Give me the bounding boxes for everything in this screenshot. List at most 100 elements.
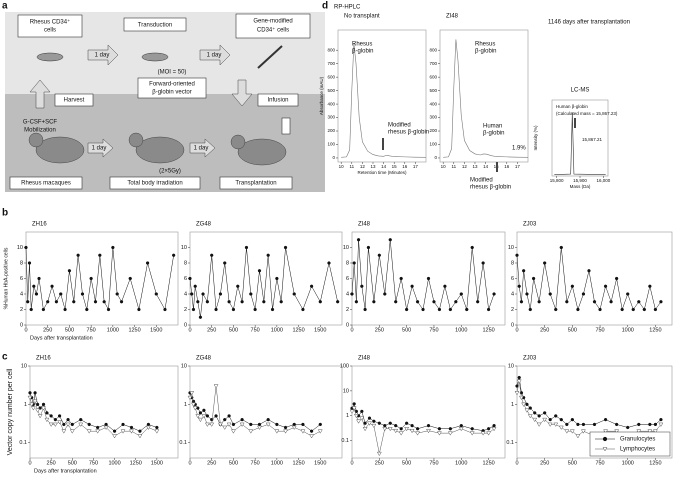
- marker: [222, 425, 228, 430]
- marker: [86, 429, 92, 434]
- y-tick-label: 400: [429, 101, 437, 106]
- x-tick-label: 500: [65, 327, 74, 333]
- marker: [155, 425, 159, 430]
- x-tick-label: 15,900: [573, 178, 587, 183]
- marker: [367, 421, 372, 426]
- series-line: [189, 392, 321, 432]
- marker: [262, 300, 266, 304]
- x-tick-label: 13: [370, 164, 376, 169]
- legend-marker: [602, 447, 608, 452]
- marker: [547, 422, 553, 427]
- marker: [648, 422, 652, 427]
- marker: [383, 292, 387, 296]
- y-tick-label: 0: [332, 155, 335, 160]
- step-text: Infusion: [267, 98, 288, 104]
- y-tick-label: 4: [20, 291, 23, 297]
- marker: [637, 300, 641, 304]
- x-axis-label: Retention time (Minutes): [357, 170, 407, 175]
- marker: [459, 423, 463, 428]
- marker: [448, 307, 453, 312]
- x-tick-label: 1500: [150, 327, 162, 333]
- x-tick-label: 750: [429, 327, 438, 333]
- y-tick-label: 200: [327, 128, 335, 133]
- x-tick-label: 15: [392, 164, 398, 169]
- y-tick-label: 10: [508, 245, 514, 251]
- chart-title: ZG48: [196, 222, 212, 228]
- x-axis-label: Days after transplantation: [34, 468, 97, 474]
- marker: [432, 300, 436, 304]
- marker: [598, 307, 602, 312]
- marker: [614, 276, 619, 281]
- marker: [129, 425, 134, 430]
- marker: [230, 429, 236, 434]
- x-tick-label: 0: [350, 327, 353, 333]
- step-box: [17, 14, 83, 38]
- marker: [636, 429, 642, 434]
- marker: [565, 300, 569, 304]
- marker: [393, 428, 399, 434]
- y-tick-label: 8: [20, 260, 23, 266]
- y-tick-label: 1: [184, 402, 187, 408]
- marker: [50, 284, 54, 288]
- marker: [103, 425, 109, 430]
- marker: [382, 426, 388, 432]
- x-tick-label: 500: [568, 460, 577, 466]
- animal: [230, 134, 246, 150]
- y-tick-label: 10: [181, 363, 187, 369]
- arrow: [29, 79, 51, 109]
- marker: [575, 434, 581, 439]
- marker: [491, 426, 497, 432]
- marker: [514, 391, 520, 396]
- y-tick-label: 4: [511, 291, 514, 297]
- x-tick-label: 750: [595, 460, 604, 466]
- y-tick-label: 600: [327, 74, 335, 79]
- annotation: (Calculated mass = 15,867.23): [556, 111, 618, 116]
- marker: [63, 307, 67, 312]
- step-box: [257, 93, 299, 107]
- step-text: Gene-modified: [253, 19, 292, 25]
- y-tick-label: 6: [184, 276, 187, 282]
- marker: [274, 429, 280, 434]
- y-tick-label: 1: [511, 402, 514, 408]
- x-tick-label: 250: [43, 327, 52, 333]
- marker: [527, 414, 533, 419]
- marker: [214, 414, 218, 418]
- marker: [352, 261, 356, 265]
- marker: [145, 261, 150, 265]
- marker: [78, 422, 84, 427]
- y-tick-label: 400: [327, 101, 335, 106]
- marker: [631, 307, 635, 312]
- marker: [191, 399, 196, 403]
- marker: [95, 429, 101, 434]
- step-text: β-globin vector: [152, 90, 191, 96]
- x-tick-label: 11: [451, 164, 456, 169]
- x-tick-label: 0: [515, 460, 518, 466]
- marker: [87, 422, 91, 427]
- y-tick-label: 700: [327, 61, 335, 66]
- marker: [543, 411, 547, 415]
- step-box: [123, 17, 187, 32]
- x-tick-label: 1000: [622, 327, 634, 333]
- marker: [244, 245, 249, 250]
- x-tick-label: 1250: [128, 327, 140, 333]
- y-tick-label: 0.1: [179, 440, 187, 446]
- marker: [111, 245, 115, 250]
- chart-title: LC-MS: [571, 88, 590, 94]
- marker: [603, 284, 608, 288]
- x-tick-label: 1250: [482, 460, 494, 466]
- marker: [41, 406, 46, 411]
- x-tick-label: 750: [595, 327, 604, 333]
- step-text: Forward-oriented: [149, 82, 195, 88]
- step-text: CD34⁺ cells: [257, 27, 289, 34]
- series-line: [351, 239, 495, 311]
- series-line: [341, 43, 427, 158]
- marker: [517, 284, 521, 288]
- marker: [387, 426, 393, 432]
- y-tick-label: 500: [429, 88, 437, 93]
- marker: [486, 431, 492, 436]
- marker: [363, 307, 367, 312]
- arrow: [189, 138, 216, 158]
- marker: [266, 417, 270, 422]
- marker: [154, 429, 160, 434]
- marker: [363, 421, 367, 425]
